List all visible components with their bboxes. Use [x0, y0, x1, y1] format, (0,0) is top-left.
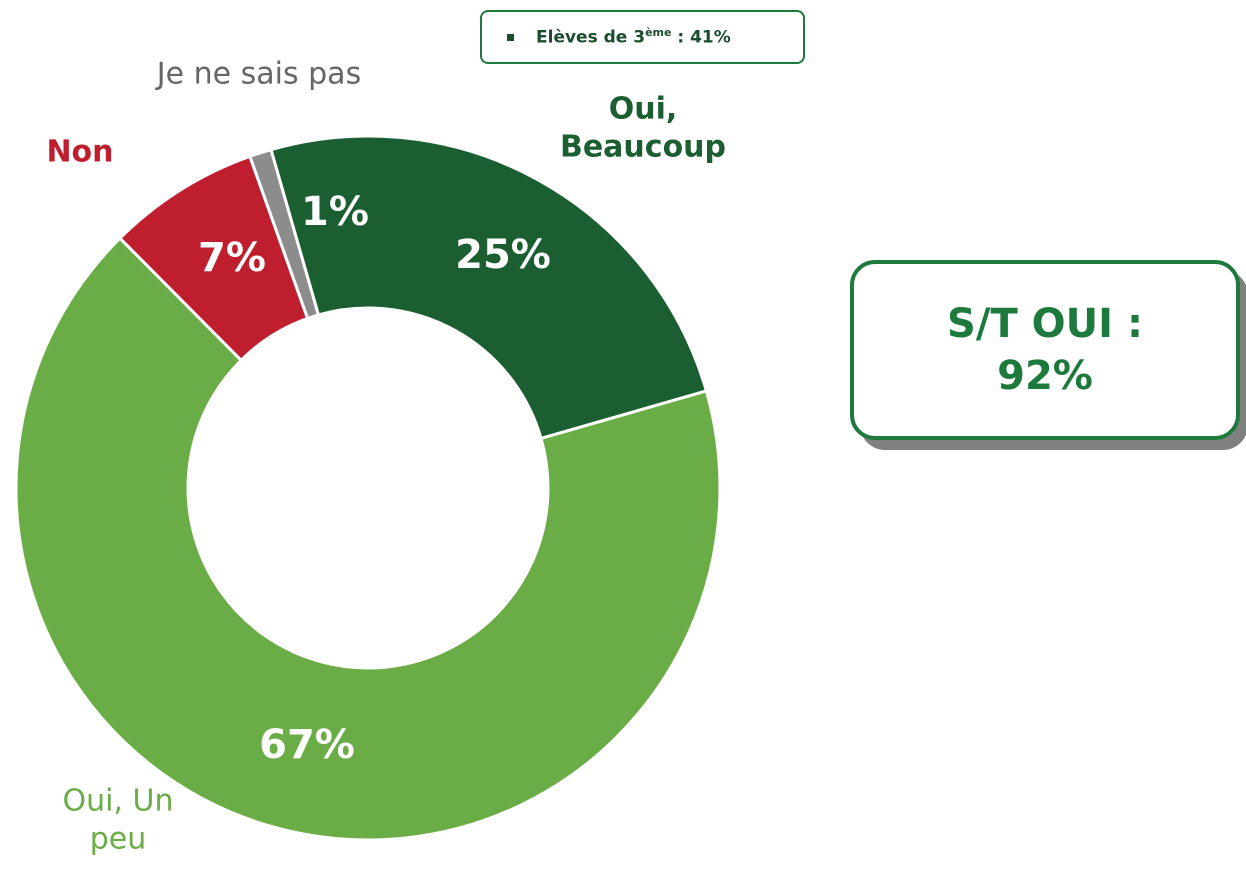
- annotation: Elèves de 3ème : 41%: [536, 26, 731, 48]
- total-box: S/T OUI : 92%: [850, 260, 1240, 440]
- annotation-text: : 41%: [671, 27, 731, 48]
- category-label: Oui, Un peu: [62, 783, 174, 857]
- annotation-box: Elèves de 3ème : 41%: [480, 10, 805, 64]
- category-label: Oui, Beaucoup: [559, 91, 727, 165]
- total-text: S/T OUI : 92%: [947, 301, 1143, 399]
- annotation-sup: ème: [645, 26, 672, 40]
- value-label: 67%: [259, 722, 355, 768]
- category-label: Je ne sais pas: [156, 56, 362, 92]
- slice: [14, 236, 722, 842]
- category-label: Non: [46, 134, 114, 170]
- value-label: 1%: [301, 189, 369, 235]
- slice: [269, 134, 709, 441]
- value-label: 7%: [198, 235, 266, 281]
- slice: [248, 147, 321, 321]
- annotation-text: Elèves de 3: [536, 27, 646, 48]
- value-label: 25%: [455, 232, 551, 278]
